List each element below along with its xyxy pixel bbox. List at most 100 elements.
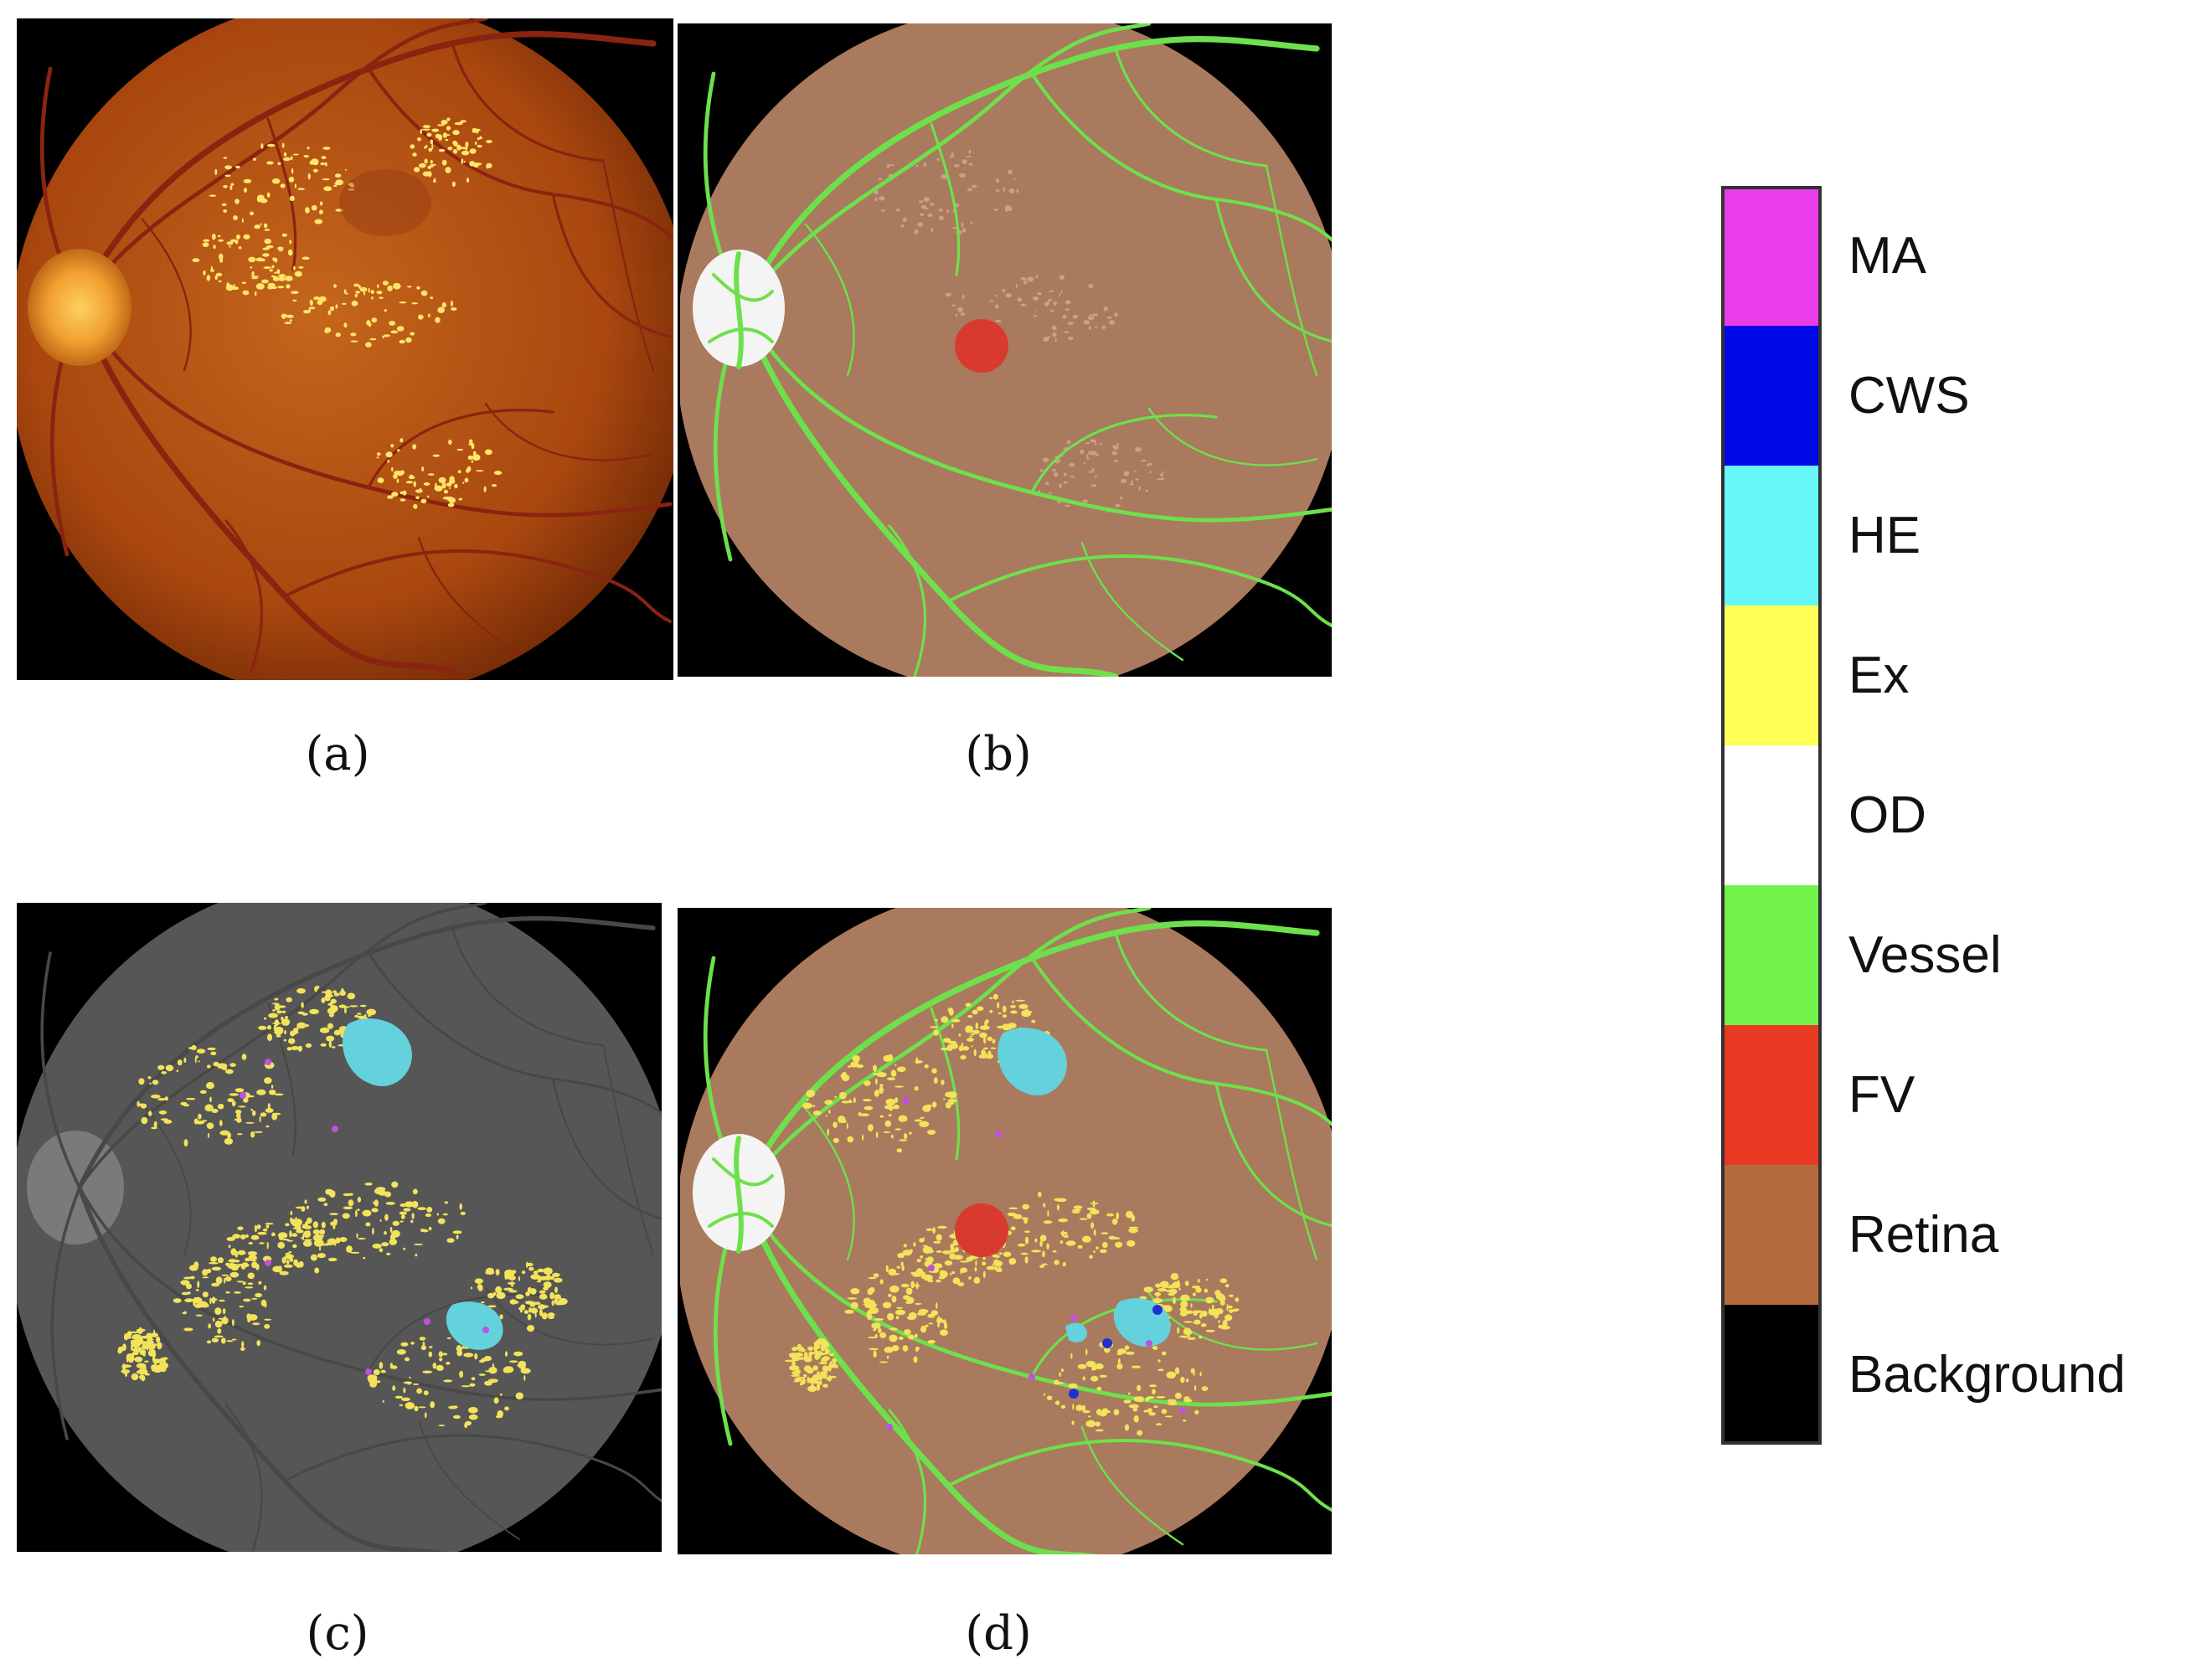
lesion-blob	[281, 315, 286, 319]
lesion-blob	[218, 239, 224, 242]
lesion-blob	[211, 1282, 220, 1287]
lesion-blob	[309, 1008, 319, 1015]
lesion-blob	[847, 1065, 852, 1068]
lesion-blob	[206, 275, 211, 281]
lesion-blob	[1161, 477, 1164, 480]
lesion-blob	[968, 1276, 972, 1280]
lesion-blob	[464, 1422, 468, 1429]
lesion-blob	[904, 1329, 911, 1336]
lesion-blob	[833, 1137, 839, 1143]
lesion-blob	[962, 1046, 970, 1051]
lesion-blob	[184, 1298, 194, 1303]
lesion-blob	[293, 265, 296, 271]
lesion-blob	[276, 269, 281, 275]
lesion-blob	[269, 1090, 276, 1095]
lesion-blob	[821, 1341, 830, 1348]
lesion-blob	[302, 256, 310, 260]
lesion-blob	[206, 1122, 214, 1130]
lesion-blob	[1147, 1408, 1152, 1414]
lesion-spot	[1146, 1340, 1152, 1347]
lesion-blob	[1049, 298, 1053, 301]
lesion-blob	[859, 1113, 869, 1117]
lesion-blob	[1021, 1009, 1031, 1018]
lesion-blob	[891, 1295, 897, 1303]
lesion-blob	[248, 1241, 253, 1245]
legend-label: Retina	[1848, 1206, 1999, 1264]
lesion-blob	[466, 178, 470, 183]
lesion-blob	[376, 456, 379, 459]
lesion-blob	[202, 242, 209, 247]
lesion-blob	[873, 1350, 877, 1358]
lesion-blob	[423, 1390, 429, 1395]
lesion-blob	[292, 153, 299, 156]
lesion-blob	[235, 198, 240, 204]
lesion-blob	[241, 281, 246, 285]
lesion-blob	[533, 1270, 539, 1275]
lesion-blob	[1056, 1198, 1067, 1203]
lesion-blob	[558, 1298, 568, 1305]
lesion-blob	[202, 1269, 209, 1276]
lesion-blob	[1095, 1363, 1104, 1370]
lesion-blob	[485, 1271, 495, 1275]
lesion-blob	[266, 143, 276, 147]
lesion-blob	[264, 229, 271, 231]
lesion-blob	[448, 439, 452, 446]
lesion-blob	[513, 1351, 523, 1357]
lesion-spot	[240, 1092, 246, 1099]
lesion-blob	[274, 1003, 281, 1011]
lesion-blob	[257, 1231, 267, 1235]
lesion-blob	[289, 1257, 294, 1262]
lesion-blob	[1031, 1250, 1042, 1253]
lesion-blob	[1052, 332, 1057, 337]
lesion-blob	[405, 481, 414, 484]
lesion-blob	[292, 1244, 297, 1249]
lesion-blob	[151, 1332, 159, 1337]
lesion-blob	[386, 1252, 391, 1255]
lesion-blob	[520, 1368, 531, 1374]
lesion-blob	[530, 1288, 537, 1295]
lesion-blob	[807, 1346, 814, 1351]
lesion-blob	[203, 270, 206, 276]
lesion-blob	[996, 1025, 1006, 1029]
lesion-blob	[1059, 1372, 1061, 1378]
lesion-blob	[539, 1290, 546, 1294]
lesion-blob	[333, 1219, 338, 1224]
lesion-blob	[327, 1002, 331, 1006]
lesion-blob	[392, 1220, 400, 1226]
lesion-blob	[377, 284, 379, 288]
lesion-blob	[306, 1205, 309, 1209]
lesion-blob	[254, 291, 257, 296]
lesion-blob	[1050, 309, 1054, 312]
lesion-blob	[986, 1265, 997, 1270]
lesion-blob	[913, 1284, 920, 1287]
vessel	[804, 1107, 855, 1261]
lesion-blob	[216, 1312, 219, 1315]
lesion-blob	[182, 1312, 185, 1315]
segmentation-d-svg	[680, 908, 1332, 1554]
vessel	[602, 1044, 654, 1255]
lesion-blob	[1204, 1288, 1209, 1293]
lesion-blob	[879, 1084, 884, 1087]
lesion-blob	[335, 1237, 341, 1244]
lesion-blob	[274, 997, 279, 1001]
lesion-spot	[1152, 1305, 1163, 1315]
lesion-blob	[278, 276, 286, 281]
lesion-blob	[232, 1234, 241, 1239]
lesion-blob	[238, 246, 242, 250]
lesion-blob	[273, 1024, 277, 1032]
lesion-blob	[1072, 314, 1079, 319]
legend-swatch	[1721, 1165, 1822, 1305]
lesion-blob	[1174, 1367, 1180, 1375]
lesion-blob	[962, 294, 965, 299]
lesion-blob	[147, 1076, 152, 1080]
lesion-blob	[873, 1073, 877, 1075]
lesion-blob	[509, 1360, 518, 1363]
lesion-blob	[338, 1004, 347, 1008]
lesion-blob	[291, 1046, 300, 1050]
lesion-blob	[993, 993, 998, 1000]
lesion-blob	[993, 209, 999, 211]
lesion-blob	[323, 186, 333, 192]
lesion-blob	[218, 280, 222, 283]
lesion-blob	[196, 1049, 206, 1054]
lesion-blob	[219, 258, 224, 263]
